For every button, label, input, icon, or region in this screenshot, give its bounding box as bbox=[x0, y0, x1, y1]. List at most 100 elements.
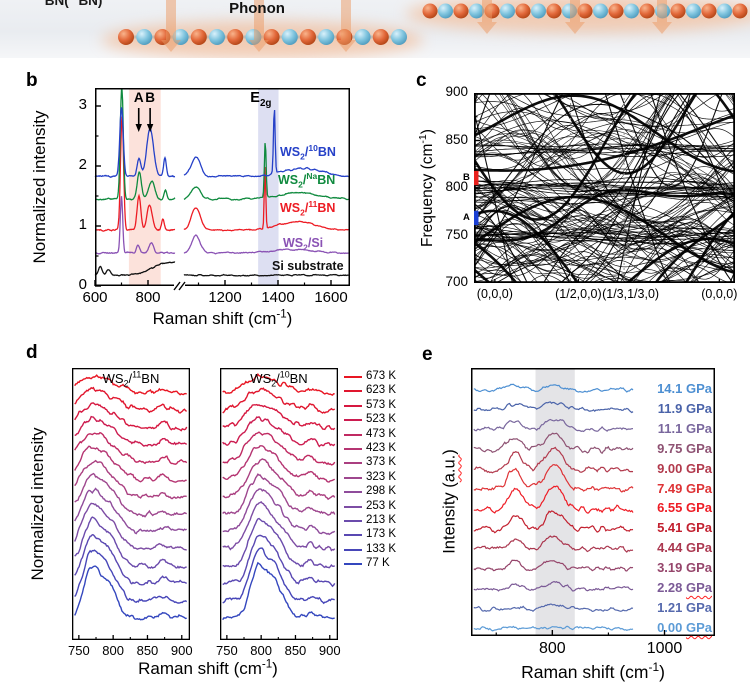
legend-line-swatch bbox=[344, 433, 362, 436]
axis-break-icon bbox=[178, 281, 186, 291]
nitrogen-atom bbox=[531, 3, 546, 19]
phonon-branch bbox=[474, 180, 735, 229]
phonon-branch bbox=[542, 93, 676, 283]
panel-d-title-10bn: WS2/10BN bbox=[250, 369, 308, 389]
raman-spectrum-curve bbox=[183, 273, 349, 277]
plot-frame bbox=[471, 368, 715, 636]
panel-e-y-axis-label: Intensity (a.u.) bbox=[440, 449, 459, 554]
peak-arrowhead-icon bbox=[146, 124, 154, 132]
phonon-arrow-icon bbox=[161, 0, 181, 52]
pressure-label: 4.44 GPa bbox=[657, 540, 712, 556]
phonon-branch bbox=[474, 93, 734, 283]
phonon-arrow-icon bbox=[249, 0, 269, 52]
phonon-branch bbox=[474, 196, 735, 259]
x-tick-label: 800 bbox=[135, 289, 161, 306]
nitrogen-atom bbox=[136, 29, 153, 45]
raman-spectrum-curve bbox=[95, 89, 176, 201]
phonon-arrow-icon bbox=[565, 0, 585, 34]
x-tick-label: 800 bbox=[250, 643, 272, 658]
boron-atom bbox=[639, 3, 655, 19]
phonon-branch bbox=[474, 243, 735, 283]
pressure-spectrum-curve bbox=[473, 625, 634, 632]
phonon-branch bbox=[474, 242, 735, 283]
panel-b-y-axis-label: Normalized intensity bbox=[30, 110, 49, 264]
pressure-spectrum-curve bbox=[473, 510, 634, 534]
temperature-spectrum-curve bbox=[222, 458, 336, 501]
phonon-branch bbox=[474, 173, 735, 232]
nitrogen-atom bbox=[469, 3, 484, 19]
pressure-spectrum-curve bbox=[473, 463, 634, 493]
pressure-label: 9.00 GPa bbox=[657, 460, 712, 476]
legend-line-swatch bbox=[344, 390, 362, 393]
legend-line-swatch bbox=[344, 548, 362, 551]
raman-spectrum-curve bbox=[183, 166, 349, 232]
phonon-branch bbox=[474, 219, 701, 283]
peak-label-b: B bbox=[145, 90, 155, 105]
y-tick-label: 3 bbox=[78, 96, 87, 113]
highlight-band-e2g bbox=[258, 89, 279, 285]
boron-atom bbox=[372, 29, 389, 45]
phonon-branch bbox=[474, 244, 735, 283]
panel-e-plot bbox=[471, 368, 715, 636]
legend-line-swatch bbox=[344, 505, 362, 508]
panel-e-letter: e bbox=[422, 344, 433, 365]
curve-label: WS2/NaBN bbox=[278, 170, 336, 190]
legend-line-swatch bbox=[344, 462, 362, 465]
boron-atom bbox=[515, 3, 531, 19]
legend-temperature-label: 77 K bbox=[366, 557, 390, 570]
temperature-spectrum-curve bbox=[222, 473, 336, 516]
pressure-label: 3.19 GPa bbox=[657, 560, 712, 576]
mode-marker-label-b: B bbox=[463, 172, 470, 184]
legend-line-swatch bbox=[344, 376, 362, 378]
nitrogen-atom bbox=[281, 29, 298, 45]
pressure-label: 9.75 GPa bbox=[657, 440, 712, 456]
phonon-branch bbox=[474, 181, 735, 233]
phonon-branch bbox=[474, 93, 735, 137]
x-tick-label: 850 bbox=[284, 643, 307, 658]
phonon-branch bbox=[474, 103, 735, 223]
legend-temperature-label: 323 K bbox=[366, 470, 397, 483]
legend-temperature-label: 298 K bbox=[366, 485, 397, 498]
phonon-branch bbox=[474, 113, 735, 172]
k-point-label: (0,0,0) bbox=[701, 287, 738, 301]
boron-atom bbox=[190, 29, 207, 45]
temperature-spectrum-curve bbox=[74, 374, 187, 396]
phonon-branch bbox=[474, 232, 735, 242]
phonon-arrow-icon bbox=[336, 0, 356, 52]
x-tick-label: 1400 bbox=[261, 289, 295, 306]
phonon-arrow-icon bbox=[477, 0, 497, 34]
panel-b-plot bbox=[94, 88, 350, 291]
y-tick-label: 850 bbox=[445, 131, 468, 147]
nitrogen-atom bbox=[717, 3, 732, 19]
legend-line-swatch bbox=[344, 520, 362, 522]
temperature-spectrum-curve bbox=[74, 533, 187, 586]
curve-label: Si substrate bbox=[272, 259, 344, 273]
k-point-label: (1/2,0,0) bbox=[555, 287, 602, 301]
legend-line-swatch bbox=[344, 448, 362, 450]
temperature-spectrum-curve bbox=[222, 372, 335, 396]
temperature-spectrum-curve bbox=[222, 500, 336, 552]
temperature-spectrum-curve bbox=[222, 547, 335, 605]
phonon-branch bbox=[474, 129, 735, 210]
phonon-branch bbox=[474, 237, 735, 283]
highlight-band-ab bbox=[128, 89, 161, 285]
temperature-spectrum-curve bbox=[74, 459, 187, 500]
y-tick-label: 900 bbox=[445, 84, 468, 99]
legend-line-swatch bbox=[344, 476, 362, 479]
nitrogen-atom bbox=[438, 3, 453, 19]
x-tick-label: 750 bbox=[216, 643, 238, 658]
temperature-spectrum-curve bbox=[222, 534, 336, 588]
x-tick-label: 1000 bbox=[646, 640, 683, 657]
legend-temperature-label: 173 K bbox=[366, 528, 397, 541]
legend-temperature-label: 423 K bbox=[366, 442, 397, 454]
temperature-spectrum-curve bbox=[74, 402, 188, 432]
raman-spectrum-curve bbox=[183, 234, 349, 255]
phonon-bands bbox=[474, 93, 735, 283]
legend-line-swatch bbox=[344, 563, 362, 566]
panel-b-x-axis-label: Raman shift (cm-1) bbox=[152, 308, 293, 328]
axis-break-gap bbox=[174, 283, 185, 289]
panel-d-left-plot bbox=[72, 368, 190, 640]
phonon-branch bbox=[474, 130, 735, 216]
panel-e-x-axis-label: Raman shift (cm-1) bbox=[521, 660, 665, 682]
nitrogen-atom bbox=[686, 3, 701, 19]
